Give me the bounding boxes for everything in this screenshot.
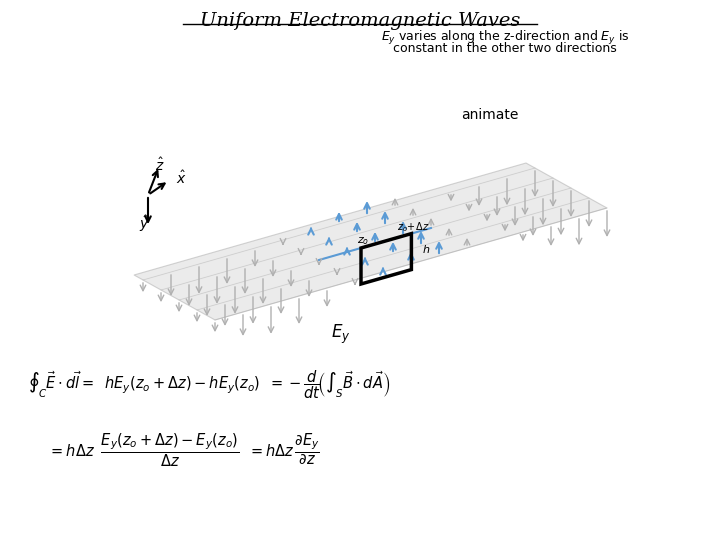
Text: Uniform Electromagnetic Waves: Uniform Electromagnetic Waves	[200, 12, 520, 30]
Text: $\oint_C \vec{E} \cdot d\vec{l} = \;\; hE_y(z_o + \Delta z) - hE_y(z_o) \;\; = -: $\oint_C \vec{E} \cdot d\vec{l} = \;\; h…	[28, 368, 390, 401]
Text: $E_y$ varies along the z-direction and $E_y$ is: $E_y$ varies along the z-direction and $…	[381, 29, 629, 47]
Text: animate: animate	[462, 108, 518, 122]
Text: $\hat{x}$: $\hat{x}$	[176, 170, 186, 187]
Polygon shape	[134, 163, 607, 320]
Text: $\hat{z}$: $\hat{z}$	[156, 157, 165, 174]
Text: $E_y$: $E_y$	[331, 322, 351, 346]
Text: constant in the other two directions: constant in the other two directions	[393, 42, 617, 55]
Text: $\hat{y}$: $\hat{y}$	[139, 214, 149, 234]
Text: $= h\Delta z \;\; \dfrac{E_y(z_o + \Delta z) - E_y(z_o)}{\Delta z} \;\; = h\Delt: $= h\Delta z \;\; \dfrac{E_y(z_o + \Delt…	[48, 432, 320, 469]
Text: $z_o\!+\!\Delta z$: $z_o\!+\!\Delta z$	[397, 221, 430, 234]
Text: $z_o$: $z_o$	[357, 235, 369, 247]
Text: $h$: $h$	[422, 244, 430, 255]
